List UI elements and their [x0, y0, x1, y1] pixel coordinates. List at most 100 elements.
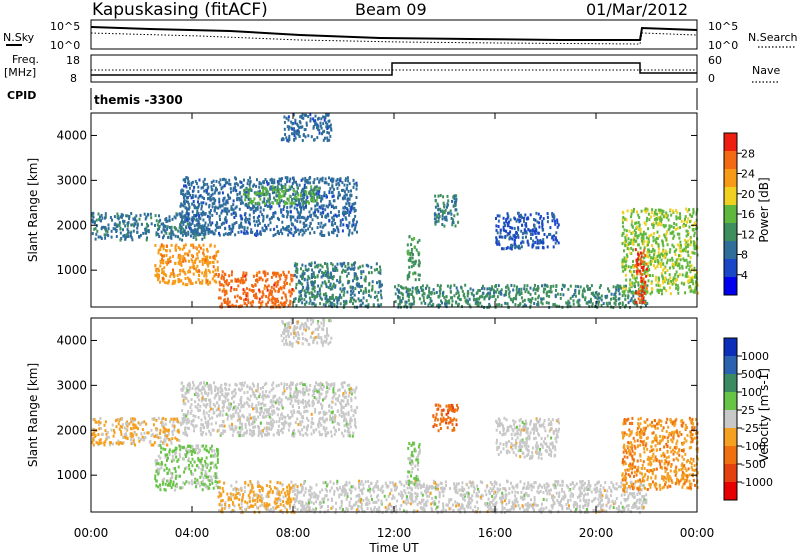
scatter-cell — [179, 262, 182, 266]
scatter-cell — [308, 177, 311, 181]
scatter-cell — [649, 259, 652, 263]
scatter-cell — [200, 473, 203, 477]
scatter-cell — [572, 299, 575, 303]
scatter-cell — [324, 208, 327, 212]
scatter-cell — [332, 267, 334, 271]
scatter-cell — [290, 399, 293, 403]
scatter-cell — [412, 263, 415, 267]
scatter-cell — [202, 180, 205, 184]
scatter-cell — [630, 238, 633, 242]
scatter-cell — [166, 281, 169, 285]
scatter-cell — [201, 482, 204, 486]
scatter-cell — [316, 127, 319, 131]
scatter-cell — [231, 303, 234, 307]
scatter-cell — [622, 269, 625, 273]
scatter-cell — [203, 274, 206, 278]
scatter-cell — [303, 289, 306, 293]
scatter-cell — [199, 226, 202, 229]
scatter-cell — [185, 226, 188, 230]
scatter-cell — [199, 460, 202, 464]
scatter-cell — [281, 177, 283, 181]
scatter-cell — [216, 448, 219, 451]
scatter-cell — [212, 255, 215, 259]
scatter-cell — [628, 229, 631, 233]
scatter-cell — [637, 290, 640, 294]
scatter-cell — [523, 287, 526, 291]
scatter-cell — [179, 230, 182, 234]
scatter-cell — [234, 279, 237, 283]
scatter-cell — [325, 298, 328, 301]
scatter-cell — [100, 237, 103, 240]
scatter-cell — [235, 304, 238, 308]
scatter-cell — [517, 290, 520, 294]
scatter-cell — [93, 432, 95, 436]
scatter-cell — [347, 410, 350, 414]
scatter-cell — [143, 420, 146, 424]
scatter-cell — [160, 462, 163, 466]
scatter-cell — [212, 270, 215, 274]
scatter-cell — [190, 420, 193, 423]
scatter-cell — [226, 302, 229, 306]
scatter-cell — [167, 479, 170, 483]
scatter-cell — [352, 202, 355, 206]
scatter-cell — [299, 229, 302, 232]
scatter-cell — [640, 276, 643, 280]
scatter-cell — [163, 438, 166, 442]
scatter-region — [621, 207, 699, 296]
scatter-cell — [328, 286, 331, 290]
scatter-cell — [325, 285, 328, 289]
scatter-cell — [296, 382, 299, 386]
scatter-cell — [427, 303, 430, 307]
scatter-cell — [215, 226, 218, 230]
scatter-cell — [289, 282, 291, 286]
scatter-cell — [255, 292, 257, 296]
scatter-cell — [222, 284, 225, 288]
scatter-cell — [223, 177, 225, 181]
scatter-cell — [306, 281, 309, 285]
scatter-cell — [283, 120, 286, 124]
scatter-cell — [245, 190, 248, 194]
scatter-cell — [693, 266, 696, 270]
scatter-cell — [158, 214, 160, 218]
scatter-cell — [310, 135, 313, 139]
scatter-cell — [499, 228, 502, 232]
scatter-cell — [618, 285, 621, 289]
scatter-cell — [149, 439, 152, 443]
scatter-cell — [265, 304, 268, 308]
scatter-cell — [134, 426, 137, 430]
scatter-cell — [657, 284, 660, 288]
scatter-cell — [354, 272, 357, 276]
scatter-cell — [243, 178, 245, 182]
scatter-cell — [443, 224, 446, 228]
scatter-cell — [130, 234, 132, 238]
scatter-cell — [249, 207, 252, 211]
scatter-cell — [227, 302, 230, 306]
scatter-cell — [541, 223, 544, 227]
scatter-cell — [197, 386, 199, 390]
scatter-cell — [286, 281, 288, 285]
scatter-cell — [530, 236, 532, 240]
scatter-cell — [407, 252, 410, 256]
scatter-cell — [542, 297, 545, 301]
scatter-cell — [495, 238, 498, 242]
scatter-cell — [325, 294, 328, 298]
date-title: 01/Mar/2012 — [586, 0, 688, 19]
scatter-cell — [445, 295, 448, 299]
scatter-cell — [346, 183, 349, 187]
scatter-cell — [617, 297, 620, 301]
scatter-cell — [317, 187, 320, 191]
scatter-cell — [316, 216, 319, 220]
scatter-cell — [624, 304, 627, 307]
nsky-panel: N.Sky 10^5 10^0 10^5 10^0 N.Search — [3, 19, 798, 52]
scatter-cell — [547, 301, 550, 305]
scatter-cell — [433, 217, 436, 221]
scatter-cell — [430, 304, 433, 308]
scatter-cell — [639, 227, 642, 231]
scatter-cell — [314, 192, 317, 196]
scatter-cell — [331, 204, 334, 208]
scatter-cell — [204, 268, 207, 272]
scatter-cell — [286, 201, 289, 205]
scatter-cell — [441, 217, 444, 221]
scatter-cell — [439, 284, 442, 288]
scatter-cell — [435, 291, 438, 294]
